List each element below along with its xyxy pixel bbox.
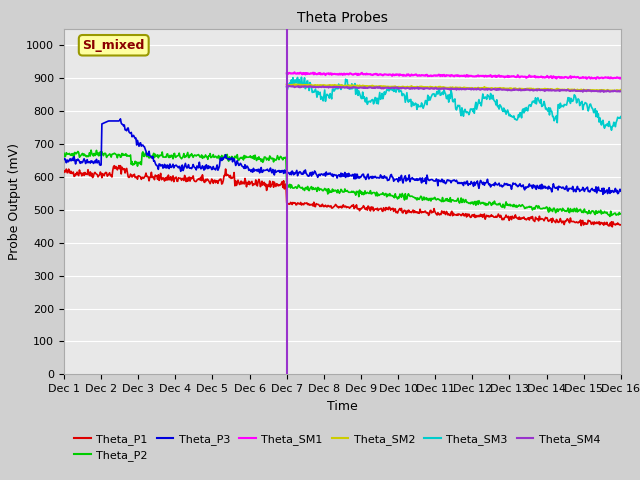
Y-axis label: Probe Output (mV): Probe Output (mV) xyxy=(8,143,20,260)
Title: Theta Probes: Theta Probes xyxy=(297,11,388,25)
Legend: Theta_P1, Theta_P2, Theta_P3, Theta_SM1, Theta_SM2, Theta_SM3, Theta_SM4: Theta_P1, Theta_P2, Theta_P3, Theta_SM1,… xyxy=(70,429,605,466)
X-axis label: Time: Time xyxy=(327,400,358,413)
Text: SI_mixed: SI_mixed xyxy=(83,39,145,52)
